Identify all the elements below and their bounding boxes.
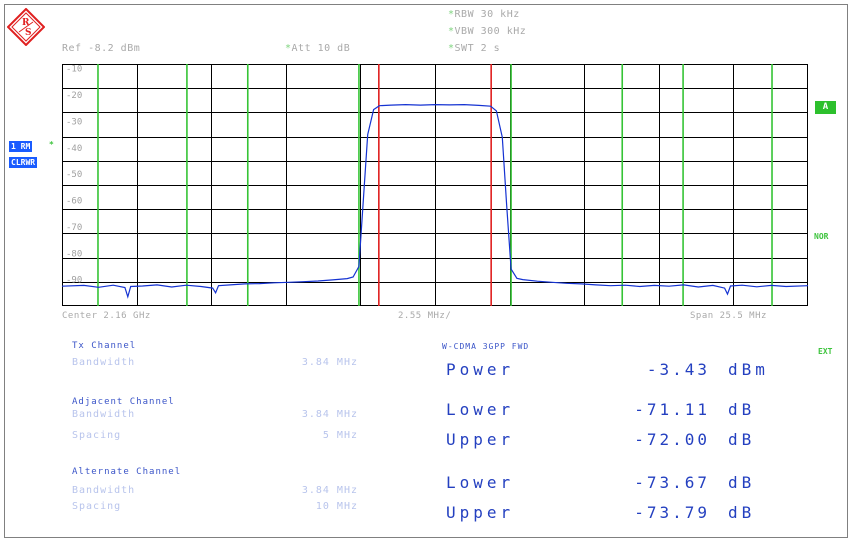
setting-marker: *	[448, 43, 455, 54]
svg-text:R: R	[22, 18, 30, 28]
alternate-lower-unit: dB	[728, 473, 756, 492]
svg-text:S: S	[25, 28, 32, 38]
alternate-channel-title: Alternate Channel	[72, 467, 182, 477]
y-tick-label: -20	[66, 91, 82, 101]
power-value: -3.43	[646, 360, 710, 379]
measurement-standard: W-CDMA 3GPP FWD	[442, 342, 530, 351]
trace-mode-label: 1 RM	[9, 141, 33, 152]
swt-readout: *SWT 2 s	[448, 43, 500, 54]
alternate-upper-label: Upper	[446, 503, 515, 522]
y-tick-label: -10	[66, 65, 82, 75]
adjacent-bandwidth-value: 3.84 MHz	[301, 409, 358, 420]
adjacent-channel-title: Adjacent Channel	[72, 397, 175, 407]
adjacent-spacing-value: 5 MHz	[322, 430, 358, 441]
ext-indicator: EXT	[818, 347, 833, 356]
y-tick-label: -40	[66, 144, 82, 154]
att-text: Att 10 dB	[291, 43, 351, 54]
alternate-upper-unit: dB	[728, 503, 756, 522]
alternate-lower-value: -73.67	[634, 473, 710, 492]
swt-text: SWT 2 s	[454, 43, 501, 54]
setting-marker: *	[448, 9, 455, 20]
spectrum-plot: -10 -20 -30 -40 -50 -60 -70 -80 -90	[62, 64, 808, 306]
alternate-spacing-label: Spacing	[72, 501, 122, 512]
setting-marker: *	[448, 26, 455, 37]
tx-channel-title: Tx Channel	[72, 341, 137, 351]
power-unit: dBm	[728, 360, 769, 379]
vbw-readout: *VBW 300 kHz	[448, 26, 526, 37]
adjacent-lower-unit: dB	[728, 400, 756, 419]
analyzer-screen	[4, 4, 848, 538]
trace-marker: *	[49, 140, 54, 149]
y-tick-label: -50	[66, 170, 82, 180]
adjacent-upper-unit: dB	[728, 430, 756, 449]
attenuation-readout: *Att 10 dB	[285, 43, 350, 54]
y-tick-label: -90	[66, 276, 82, 286]
rbw-text: RBW 30 kHz	[454, 9, 520, 20]
rohde-schwarz-logo-icon: R S	[7, 8, 45, 46]
tx-bandwidth-label: Bandwidth	[72, 357, 136, 368]
rbw-readout: *RBW 30 kHz	[448, 9, 520, 20]
adjacent-upper-label: Upper	[446, 430, 515, 449]
nor-indicator: NOR	[814, 232, 829, 241]
center-frequency: Center 2.16 GHz	[62, 311, 151, 321]
adjacent-upper-value: -72.00	[634, 430, 710, 449]
alternate-spacing-value: 10 MHz	[315, 501, 358, 512]
y-tick-label: -60	[66, 197, 82, 207]
ref-level-readout: Ref -8.2 dBm	[62, 43, 141, 54]
frequency-per-division: 2.55 MHz/	[398, 311, 452, 321]
alternate-bandwidth-label: Bandwidth	[72, 485, 136, 496]
setting-marker: *	[285, 43, 292, 54]
span-frequency: Span 25.5 MHz	[690, 311, 767, 321]
y-tick-label: -70	[66, 223, 82, 233]
spectrum-trace	[62, 103, 808, 299]
clrwr-label: CLRWR	[9, 157, 38, 168]
adjacent-bandwidth-label: Bandwidth	[72, 409, 136, 420]
alternate-upper-value: -73.79	[634, 503, 710, 522]
adjacent-lower-value: -71.11	[634, 400, 710, 419]
tx-bandwidth-value: 3.84 MHz	[301, 357, 358, 368]
alternate-lower-label: Lower	[446, 473, 515, 492]
alternate-bandwidth-value: 3.84 MHz	[301, 485, 358, 496]
channel-a-indicator: A	[815, 101, 836, 114]
power-label: Power	[446, 360, 515, 379]
vbw-text: VBW 300 kHz	[454, 26, 527, 37]
y-tick-label: -30	[66, 117, 82, 127]
adjacent-lower-label: Lower	[446, 400, 515, 419]
y-tick-label: -80	[66, 249, 82, 259]
adjacent-spacing-label: Spacing	[72, 430, 122, 441]
